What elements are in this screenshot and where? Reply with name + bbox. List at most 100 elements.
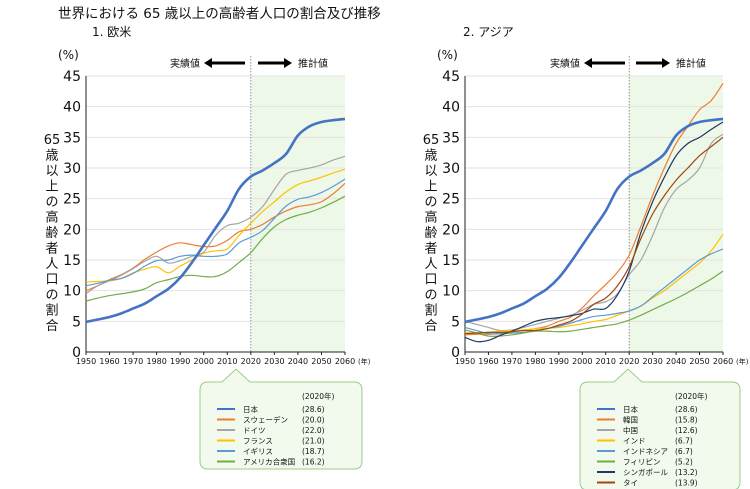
legend-item: 日本 (28.6) <box>217 404 325 414</box>
arrow-right-icon <box>662 58 670 68</box>
legend-box <box>199 368 363 470</box>
y-axis-title-char: の <box>424 195 437 210</box>
y-unit-label: (%) <box>437 48 458 62</box>
x-tick-label: 2020 <box>619 357 639 366</box>
x-tick-label: 2040 <box>288 357 308 366</box>
actual-label: 実績値 <box>550 57 580 70</box>
x-tick-label: 2000 <box>194 357 214 366</box>
legend-item: シンガポール (13.2) <box>597 467 698 477</box>
x-tick-label: 2000 <box>572 357 592 366</box>
y-axis-title-char: 割 <box>424 303 437 319</box>
chart-subtitle: 1. 欧米 <box>92 25 131 39</box>
legend-item: フィリピン (5.2) <box>597 458 693 467</box>
y-tick-label: 30 <box>63 161 81 177</box>
y-tick-label: 40 <box>442 100 460 116</box>
y-tick-label: 40 <box>63 100 81 116</box>
y-tick-label: 5 <box>451 314 460 330</box>
y-axis-title-digits: 65 <box>423 133 440 148</box>
legend-value: (21.0) <box>302 437 325 446</box>
series-line-日本 <box>85 117 346 324</box>
legend-value: (18.7) <box>302 447 325 456</box>
arrow-left-icon <box>204 58 212 68</box>
x-tick-label: 2020 <box>241 357 261 366</box>
arrow-right-icon <box>284 58 292 68</box>
legend-value: (13.2) <box>675 468 698 477</box>
x-unit-label: (年) <box>736 357 749 366</box>
legend-label: インド <box>623 437 646 446</box>
x-tick-label: 1960 <box>99 357 119 366</box>
projected-label: 推計値 <box>298 57 328 70</box>
chart-subtitle: 2. アジア <box>463 25 514 39</box>
x-tick-label: 1980 <box>525 357 545 366</box>
legend-value: (5.2) <box>675 458 693 467</box>
y-tick-label: 0 <box>451 345 460 361</box>
y-unit-label: (%) <box>58 48 79 62</box>
y-axis-title-char: 者 <box>45 242 58 257</box>
y-axis-title-char: 上 <box>424 180 437 195</box>
figure-title: 世界における 65 歳以上の高齢者人口の割合及び推移 <box>58 6 381 22</box>
x-tick-label: 2040 <box>666 357 686 366</box>
legend-header: (2020年) <box>302 391 335 401</box>
legend-label: イギリス <box>243 447 273 456</box>
legend-label: フィリピン <box>623 458 660 467</box>
x-tick-label: 2060 <box>335 357 355 366</box>
y-axis-title-char: の <box>424 288 437 303</box>
y-axis-title-char: 割 <box>45 303 58 319</box>
y-axis-title-char: 合 <box>45 319 58 334</box>
y-axis-title-char: 高 <box>45 210 58 226</box>
y-axis-title-char: 者 <box>424 242 437 257</box>
series-line-日本 <box>464 117 724 324</box>
series-line-ドイツ <box>85 155 346 295</box>
legend-value: (12.6) <box>675 426 698 435</box>
legend-value: (6.7) <box>675 447 693 456</box>
x-tick-label: 2060 <box>713 357 733 366</box>
y-tick-label: 45 <box>63 69 81 85</box>
legend-value: (28.6) <box>675 405 698 414</box>
x-tick-label: 2050 <box>311 357 331 366</box>
x-tick-label: 2010 <box>596 357 616 366</box>
y-axis-title-char: 齢 <box>45 226 58 241</box>
legend-label: インドネシア <box>623 447 668 456</box>
legend-header: (2020年) <box>675 391 708 401</box>
y-tick-label: 10 <box>442 284 460 300</box>
y-axis-title-char: 口 <box>424 273 437 288</box>
x-tick-label: 1990 <box>170 357 190 366</box>
legend-value: (16.2) <box>302 458 325 467</box>
x-tick-label: 1970 <box>123 357 143 366</box>
y-tick-label: 35 <box>442 130 460 146</box>
legend-item: スウェーデン (20.0) <box>217 415 325 425</box>
y-tick-label: 10 <box>63 284 81 300</box>
x-tick-label: 1950 <box>455 357 475 366</box>
series-line-イギリス <box>85 178 346 287</box>
x-tick-label: 1950 <box>76 357 96 366</box>
y-tick-label: 25 <box>442 192 460 208</box>
legend-label: 中国 <box>623 425 638 435</box>
legend-item: 中国 (12.6) <box>597 425 698 435</box>
y-axis-title-char: 上 <box>45 180 58 195</box>
series-line-フィリピン <box>464 270 724 337</box>
legend-item: タイ (13.9) <box>597 479 698 488</box>
series-line-インド <box>464 233 724 334</box>
y-tick-label: 0 <box>72 345 81 361</box>
y-tick-label: 5 <box>72 314 81 330</box>
x-tick-label: 2030 <box>264 357 284 366</box>
x-tick-label: 2050 <box>689 357 709 366</box>
y-tick-label: 45 <box>442 69 460 85</box>
x-tick-label: 1990 <box>549 357 569 366</box>
x-tick-label: 2010 <box>217 357 237 366</box>
y-axis-title-char: 人 <box>45 257 58 272</box>
y-axis-title-digits: 65 <box>44 133 61 148</box>
x-tick-label: 1960 <box>478 357 498 366</box>
actual-label: 実績値 <box>170 57 200 70</box>
y-axis-title-char: 以 <box>45 164 58 179</box>
legend-value: (15.8) <box>675 416 698 425</box>
legend-item: イギリス (18.7) <box>217 447 325 456</box>
series-line-アメリカ合衆国 <box>85 195 346 302</box>
y-tick-label: 35 <box>63 130 81 146</box>
legend-box <box>579 368 741 489</box>
legend-value: (28.6) <box>302 405 325 414</box>
